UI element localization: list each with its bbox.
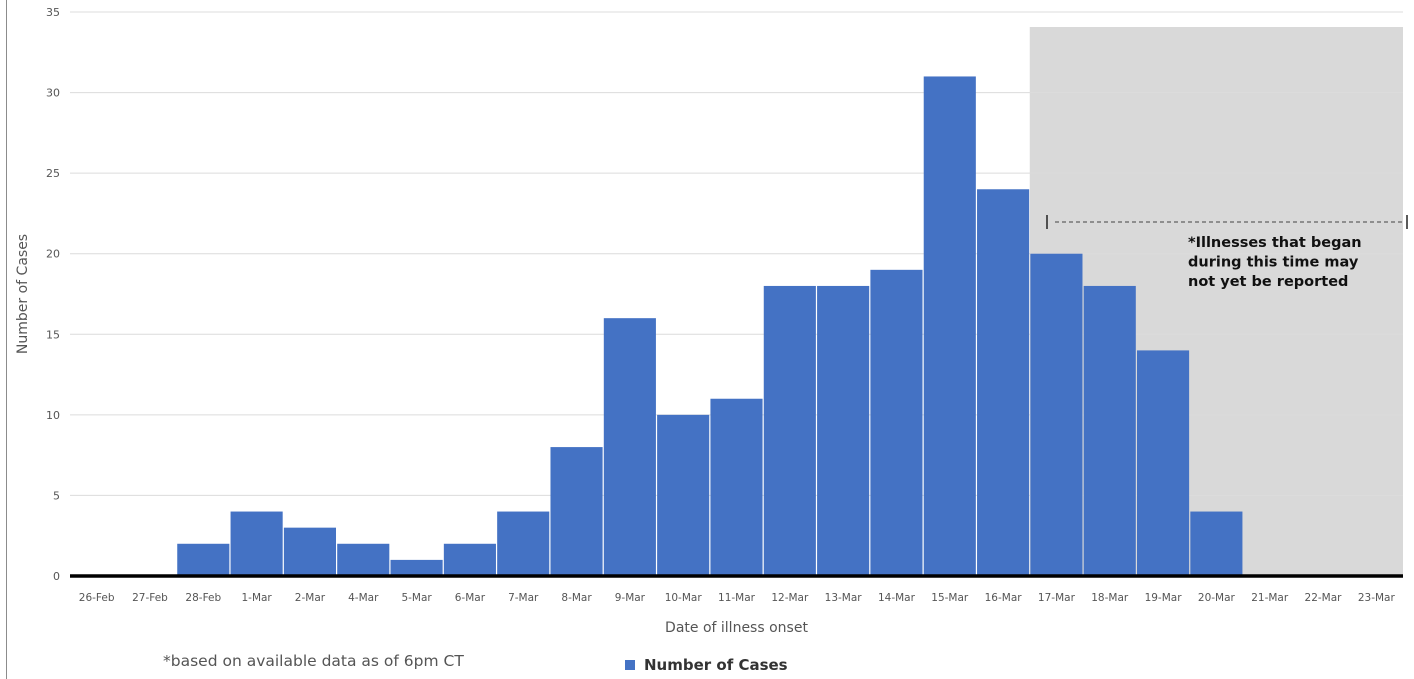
left-border: [6, 0, 7, 679]
x-axis-title: Date of illness onset: [665, 620, 808, 636]
bar-10-Mar: [657, 414, 710, 576]
bar-16-Mar: [977, 189, 1030, 576]
bar-13-Mar: [817, 285, 870, 576]
x-tick-label: 21-Mar: [1251, 592, 1289, 604]
x-tick-label: 17-Mar: [1038, 592, 1076, 604]
bar-17-Mar: [1030, 253, 1083, 576]
x-tick-label: 28-Feb: [185, 592, 221, 604]
reporting-delay-annotation: *Illnesses that began during this time m…: [1046, 215, 1408, 290]
bar-8-Mar: [550, 447, 603, 576]
y-tick-label: 5: [53, 489, 60, 502]
bar-14-Mar: [870, 269, 923, 576]
x-tick-label: 10-Mar: [665, 592, 703, 604]
bar-18-Mar: [1083, 285, 1136, 576]
y-tick-label: 10: [46, 409, 60, 422]
x-tick-label: 19-Mar: [1145, 592, 1183, 604]
annotation-line-3: not yet be reported: [1188, 274, 1348, 290]
x-tick-label: 20-Mar: [1198, 592, 1236, 604]
x-tick-label: 11-Mar: [718, 592, 756, 604]
bar-4-Mar: [337, 543, 390, 576]
legend-label: Number of Cases: [644, 656, 788, 674]
y-axis-title: Number of Cases: [15, 234, 31, 354]
x-tick-label: 13-Mar: [825, 592, 863, 604]
y-tick-label: 35: [46, 6, 60, 19]
annotation-line-2: during this time may: [1188, 255, 1359, 271]
bar-12-Mar: [763, 285, 816, 576]
bar-15-Mar: [923, 76, 976, 576]
y-tick-label: 15: [46, 328, 60, 341]
x-tick-label: 4-Mar: [348, 592, 379, 604]
y-tick-labels: 0 5 10 15 20 25 30 35: [46, 6, 60, 583]
x-tick-label: 1-Mar: [241, 592, 272, 604]
bar-9-Mar: [603, 318, 656, 576]
x-tick-label: 2-Mar: [295, 592, 326, 604]
bar-6-Mar: [443, 543, 496, 576]
x-tick-label: 26-Feb: [79, 592, 115, 604]
y-tick-label: 0: [53, 570, 60, 583]
bar-19-Mar: [1137, 350, 1190, 576]
data-footnote: *based on available data as of 6pm CT: [163, 652, 464, 670]
x-tick-label: 6-Mar: [455, 592, 486, 604]
legend-swatch: [625, 660, 635, 670]
x-tick-label: 22-Mar: [1305, 592, 1343, 604]
bars: [177, 76, 1243, 576]
y-tick-label: 30: [46, 87, 60, 100]
x-tick-labels: 26-Feb 27-Feb 28-Feb 1-Mar 2-Mar 4-Mar 5-Mar 6-…: [79, 592, 1396, 604]
bar-11-Mar: [710, 398, 763, 576]
y-tick-label: 20: [46, 248, 60, 261]
x-tick-label: 16-Mar: [985, 592, 1023, 604]
bar-20-Mar: [1190, 511, 1243, 576]
x-tick-label: 5-Mar: [401, 592, 432, 604]
bar-1-Mar: [230, 511, 283, 576]
x-tick-label: 15-Mar: [931, 592, 969, 604]
x-tick-label: 12-Mar: [771, 592, 809, 604]
bar-2-Mar: [283, 527, 336, 576]
x-tick-label: 18-Mar: [1091, 592, 1129, 604]
x-tick-label: 7-Mar: [508, 592, 539, 604]
y-tick-label: 25: [46, 167, 60, 180]
x-tick-label: 8-Mar: [561, 592, 592, 604]
x-tick-label: 9-Mar: [615, 592, 646, 604]
bar-28-Feb: [177, 543, 230, 576]
bar-5-Mar: [390, 559, 443, 576]
legend: Number of Cases: [625, 656, 788, 674]
x-tick-label: 27-Feb: [132, 592, 168, 604]
annotation-line-1: *Illnesses that began: [1188, 235, 1362, 251]
x-tick-label: 23-Mar: [1358, 592, 1396, 604]
x-tick-label: 14-Mar: [878, 592, 916, 604]
bar-7-Mar: [497, 511, 550, 576]
